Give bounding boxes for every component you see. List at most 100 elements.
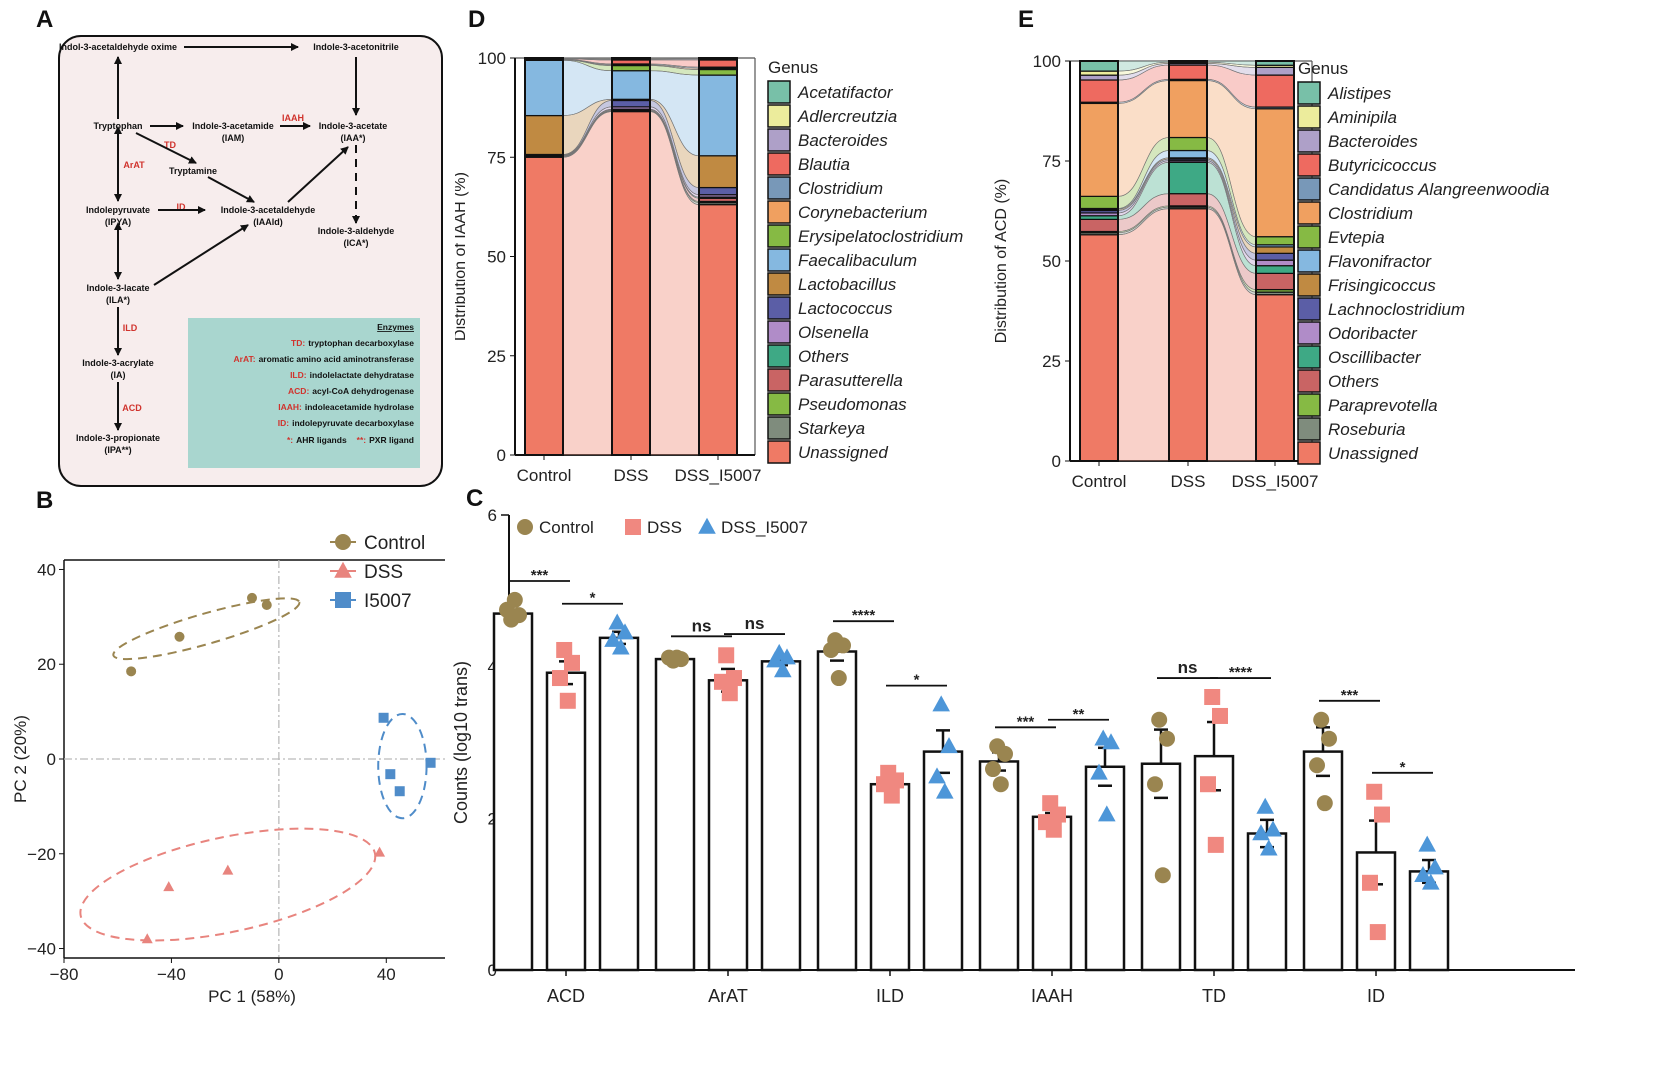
- legend-swatch: [768, 225, 790, 247]
- data-point-dss: [1200, 776, 1216, 792]
- legend-label: DSS_I5007: [721, 518, 808, 537]
- x-tick-label: Control: [1072, 472, 1127, 491]
- enzyme-abbr: ILD:: [290, 370, 307, 380]
- enzyme-abbr: IAAH:: [278, 402, 302, 412]
- x-tick-label: 40: [377, 965, 396, 984]
- bar-control: [980, 761, 1018, 970]
- legend-label: Butyricicoccus: [1328, 156, 1437, 175]
- legend-swatch: [1298, 130, 1320, 152]
- svg-text:ILD:indolelactate dehydratase: ILD:indolelactate dehydratase: [290, 370, 414, 380]
- data-point-dss: [1204, 689, 1220, 705]
- data-point-control: [669, 650, 685, 666]
- bar-dss_i5007: [1086, 767, 1124, 970]
- node-ila-abbr: (ILA*): [106, 295, 130, 305]
- legend-label: Roseburia: [1328, 420, 1406, 439]
- legend-swatch: [768, 369, 790, 391]
- x-tick-label: TD: [1202, 986, 1226, 1006]
- y-tick-label: −40: [27, 940, 56, 959]
- bar-segment-erysipelatoclostridium: [699, 70, 737, 76]
- legend-swatch: [768, 153, 790, 175]
- node-ia-abbr: (IA): [111, 370, 126, 380]
- enzyme-desc: tryptophan decarboxylase: [308, 338, 414, 348]
- flow-band-unassigned: [1118, 209, 1169, 461]
- bar-segment-faecalibaculum: [612, 71, 650, 100]
- node-ia: Indole-3-acrylate: [82, 358, 154, 368]
- enzyme-desc: acyl-CoA dehydrogenase: [312, 386, 414, 396]
- data-point-control: [174, 632, 184, 642]
- svg-text:ID:indolepyruvate decarboxylas: ID:indolepyruvate decarboxylase: [278, 418, 415, 428]
- bar-segment-others: [1080, 219, 1118, 231]
- bar-segment-aminipila: [1080, 71, 1118, 75]
- legend-label: Lachnoclostridium: [1328, 300, 1465, 319]
- x-tick-label: IAAH: [1031, 986, 1073, 1006]
- data-point-dss: [564, 655, 580, 671]
- legend-label: Blautia: [798, 155, 850, 174]
- legend-marker-dss_i5007: [698, 518, 716, 534]
- node-tryptamine: Tryptamine: [169, 166, 217, 176]
- data-point-dss: [1374, 807, 1390, 823]
- enzyme-label-acd: ACD: [122, 403, 142, 413]
- data-point-dss: [722, 685, 738, 701]
- y-axis-label: Counts (log10 trans): [451, 661, 471, 824]
- bar-segment-frisingicoccus: [1256, 247, 1294, 253]
- enzyme-desc: aromatic amino acid aminotransferase: [259, 354, 415, 364]
- legend-swatch: [1298, 154, 1320, 176]
- y-axis-label: Distribution of ACD (%): [993, 179, 1010, 344]
- bar-segment-bacteroides: [1256, 67, 1294, 75]
- data-point-i5007: [379, 713, 389, 723]
- node-ica: Indole-3-aldehyde: [318, 226, 395, 236]
- legend-swatch: [768, 297, 790, 319]
- legend-swatch: [768, 273, 790, 295]
- data-point-control: [126, 666, 136, 676]
- legend-label: Clostridium: [1328, 204, 1413, 223]
- x-tick-label: ACD: [547, 986, 585, 1006]
- y-tick-label: 100: [1033, 52, 1061, 71]
- bar-segment-clostridium: [1169, 81, 1207, 138]
- svg-text:IAAH:indoleacetamide hydrolase: IAAH:indoleacetamide hydrolase: [278, 402, 414, 412]
- data-point-dss_i5007: [1418, 836, 1436, 852]
- bar-segment-clostridium: [1080, 103, 1118, 196]
- legend-swatch: [1298, 178, 1320, 200]
- legend-label: Oscillibacter: [1328, 348, 1422, 367]
- data-point-control: [1147, 776, 1163, 792]
- legend-label: Others: [798, 347, 850, 366]
- bar-segment-clostridium: [1256, 109, 1294, 237]
- y-tick-label: −20: [27, 845, 56, 864]
- legend-swatch: [768, 201, 790, 223]
- bar-segment-evtepia: [1169, 138, 1207, 151]
- legend-swatch: [1298, 418, 1320, 440]
- y-tick-label: 0: [1052, 452, 1061, 471]
- legend-swatch: [1298, 298, 1320, 320]
- y-tick-label: 20: [37, 655, 56, 674]
- y-tick-label: 25: [1042, 352, 1061, 371]
- legend-swatch: [768, 249, 790, 271]
- data-point-dss: [1370, 924, 1386, 940]
- node-ipya-abbr: (IPYA): [105, 217, 131, 227]
- data-point-dss: [560, 693, 576, 709]
- svg-text:ACD:acyl-CoA dehydrogenase: ACD:acyl-CoA dehydrogenase: [288, 386, 414, 396]
- legend-label: Control: [364, 533, 425, 554]
- bar-segment-alistipes: [1080, 61, 1118, 71]
- node-iaa: Indole-3-acetate: [319, 121, 388, 131]
- enzyme-row: ArAT:aromatic amino acid aminotransferas…: [234, 354, 415, 364]
- legend-swatch: [1298, 346, 1320, 368]
- node-iaald: Indole-3-acetaldehyde: [221, 205, 316, 215]
- legend-swatch: [768, 321, 790, 343]
- legend-swatch: [1298, 370, 1320, 392]
- enzyme-abbr: TD:: [291, 338, 305, 348]
- svg-text:ArAT:aromatic amino acid amino: ArAT:aromatic amino acid aminotransferas…: [234, 354, 415, 364]
- y-tick-label: 0: [497, 446, 506, 465]
- bar-segment-evtepia: [1256, 237, 1294, 245]
- legend-label: I5007: [364, 591, 412, 612]
- legend-label: Bacteroides: [798, 131, 888, 150]
- pathway-diagram-svg: Indol-3-acetaldehyde oxime Indole-3-acet…: [58, 35, 443, 487]
- enzyme-row: ID:indolepyruvate decarboxylase: [278, 418, 415, 428]
- bar-segment-evtepia: [1080, 196, 1118, 208]
- bar-segment-others: [1256, 273, 1294, 289]
- enzyme-desc: indoleacetamide hydrolase: [305, 402, 414, 412]
- significance-label: **: [1073, 706, 1085, 723]
